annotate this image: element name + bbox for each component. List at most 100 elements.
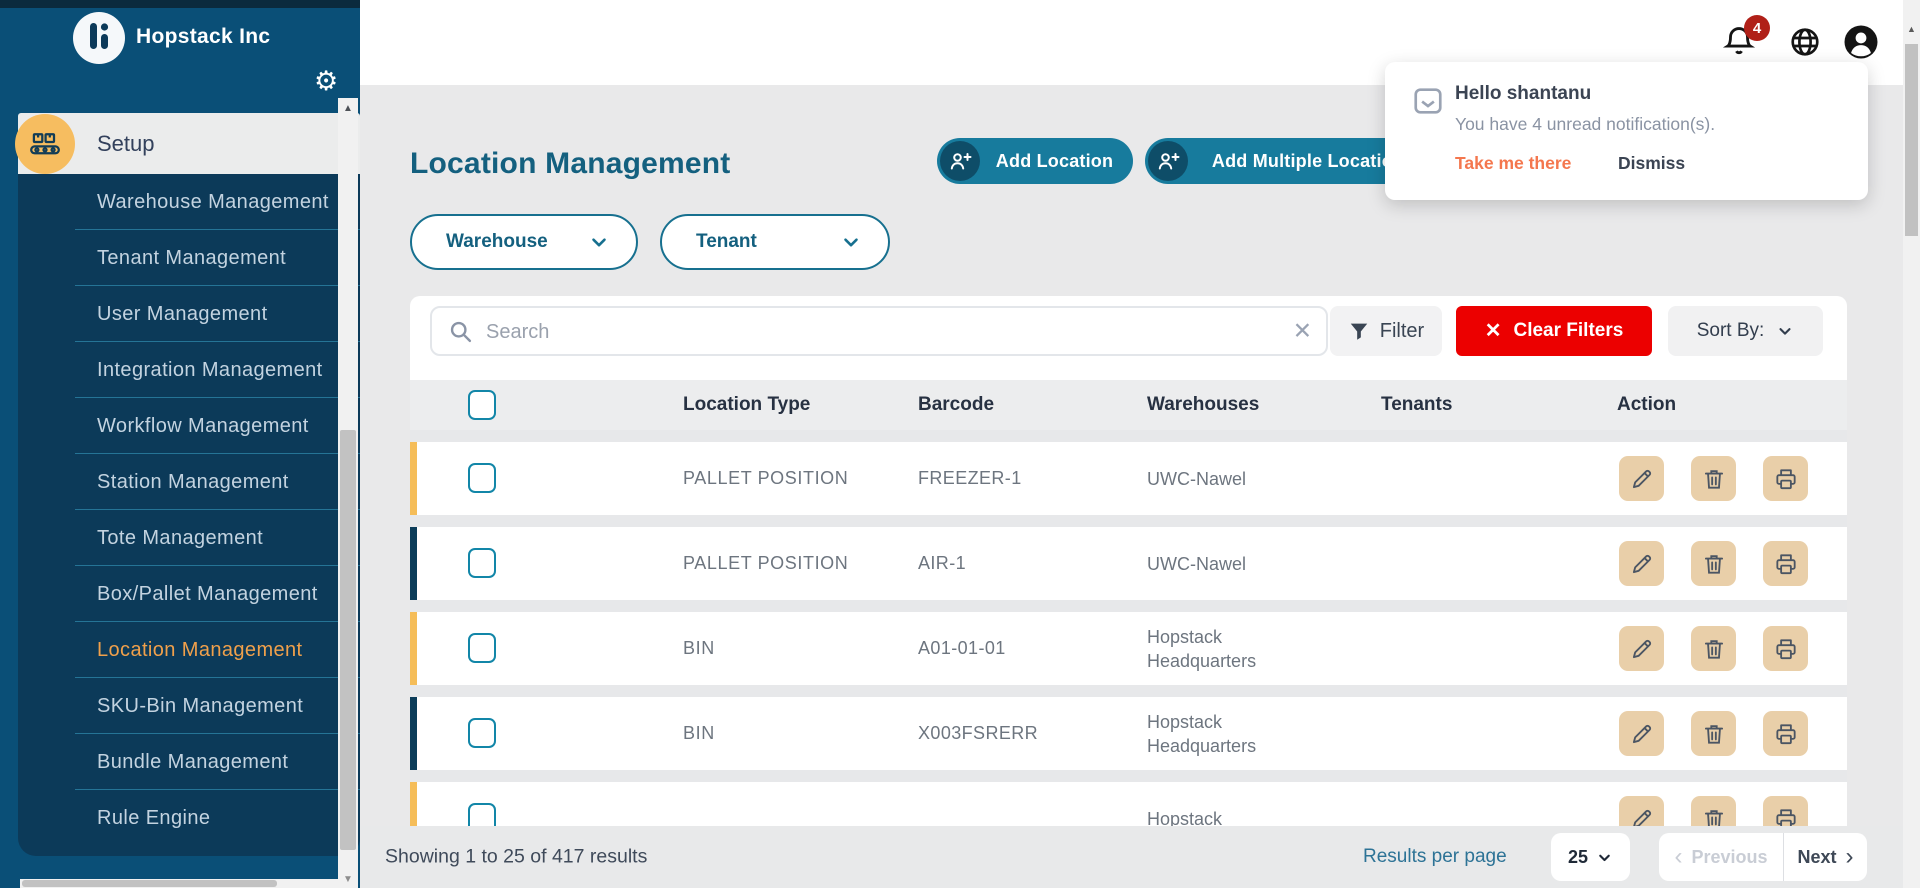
print-button[interactable] bbox=[1763, 711, 1808, 756]
chevron-right-icon: › bbox=[1845, 843, 1854, 870]
cell-location-type: BIN bbox=[683, 723, 715, 743]
page-scrollbar-thumb[interactable] bbox=[1905, 44, 1918, 236]
sidebar-item-rule-engine[interactable]: Rule Engine bbox=[97, 807, 211, 829]
clear-search-icon[interactable]: ✕ bbox=[1292, 317, 1312, 344]
sidebar-item-location-management[interactable]: Location Management bbox=[18, 622, 360, 678]
print-button[interactable] bbox=[1763, 626, 1808, 671]
sidebar-item-warehouse-management[interactable]: Warehouse Management bbox=[18, 174, 360, 230]
gear-icon[interactable]: ⚙ bbox=[314, 66, 339, 96]
sort-by-dropdown[interactable]: Sort By: bbox=[1668, 306, 1823, 356]
row-actions bbox=[1619, 626, 1808, 671]
sidebar-item-user-management[interactable]: User Management bbox=[18, 286, 360, 342]
print-button[interactable] bbox=[1763, 541, 1808, 586]
sidebar-item-sku-bin-management[interactable]: SKU-Bin Management bbox=[18, 678, 360, 734]
search-icon bbox=[448, 319, 473, 349]
x-icon: ✕ bbox=[1484, 320, 1502, 342]
cell-warehouses: UWC-Nawel bbox=[1147, 553, 1246, 574]
row-checkbox[interactable] bbox=[468, 803, 496, 826]
results-summary: Showing 1 to 25 of 417 results bbox=[385, 845, 648, 868]
add-multiple-location-button[interactable]: Add Multiple Location bbox=[1145, 138, 1432, 184]
notification-title: Hello shantanu bbox=[1455, 83, 1592, 104]
search-input[interactable] bbox=[484, 310, 1228, 354]
cell-barcode: A01-01-01 bbox=[918, 638, 1006, 658]
conveyor-icon bbox=[15, 114, 75, 174]
printer-icon bbox=[1773, 806, 1799, 826]
tenant-filter-dropdown[interactable]: Tenant bbox=[660, 214, 890, 270]
take-me-there-link[interactable]: Take me there bbox=[1455, 153, 1572, 173]
company-logo[interactable] bbox=[73, 12, 125, 64]
delete-button[interactable] bbox=[1691, 626, 1736, 671]
sidebar-hscrollbar-thumb[interactable] bbox=[22, 880, 277, 887]
sidebar-item-box-pallet-management[interactable]: Box/Pallet Management bbox=[18, 566, 360, 622]
edit-button[interactable] bbox=[1619, 796, 1664, 826]
delete-button[interactable] bbox=[1691, 541, 1736, 586]
company-name: Hopstack Inc bbox=[136, 25, 271, 48]
location-table-card: ✕ Filter ✕ Clear Filters Sort By: Locati… bbox=[410, 296, 1847, 826]
row-checkbox[interactable] bbox=[468, 633, 496, 663]
page-scroll-up-arrow-icon[interactable]: ▲ bbox=[1907, 24, 1916, 34]
row-actions bbox=[1619, 456, 1808, 501]
delete-button[interactable] bbox=[1691, 456, 1736, 501]
sidebar-scrollbar-thumb[interactable] bbox=[340, 430, 356, 850]
language-globe-icon[interactable] bbox=[1789, 26, 1821, 63]
cell-location-type: PALLET POSITION bbox=[683, 468, 849, 488]
printer-icon bbox=[1773, 466, 1799, 492]
table-body: PALLET POSITION FREEZER-1 UWC-Nawel bbox=[410, 430, 1847, 826]
sidebar-item-setup[interactable]: Setup bbox=[15, 113, 360, 174]
column-header-barcode: Barcode bbox=[918, 394, 995, 415]
pencil-icon bbox=[1629, 551, 1655, 577]
trash-icon bbox=[1701, 806, 1727, 826]
row-checkbox[interactable] bbox=[468, 548, 496, 578]
row-actions bbox=[1619, 541, 1808, 586]
row-checkbox[interactable] bbox=[468, 718, 496, 748]
sidebar-item-station-management[interactable]: Station Management bbox=[18, 454, 360, 510]
results-per-page-label: Results per page bbox=[1363, 846, 1507, 867]
edit-button[interactable] bbox=[1619, 541, 1664, 586]
delete-button[interactable] bbox=[1691, 796, 1736, 826]
edit-button[interactable] bbox=[1619, 456, 1664, 501]
sidebar-item-bundle-management[interactable]: Bundle Management bbox=[18, 734, 360, 790]
column-header-tenants: Tenants bbox=[1381, 394, 1453, 415]
printer-icon bbox=[1773, 721, 1799, 747]
column-header-location-type: Location Type bbox=[683, 394, 811, 415]
next-page-button[interactable]: Next › bbox=[1784, 833, 1867, 881]
user-avatar-icon[interactable] bbox=[1843, 24, 1879, 65]
sidebar-horizontal-scrollbar[interactable] bbox=[20, 879, 342, 888]
dismiss-link[interactable]: Dismiss bbox=[1618, 153, 1686, 173]
row-checkbox[interactable] bbox=[468, 463, 496, 493]
warehouse-filter-dropdown[interactable]: Warehouse bbox=[410, 214, 638, 270]
hopstack-logo-icon bbox=[86, 21, 112, 56]
pencil-icon bbox=[1629, 636, 1655, 662]
notifications-bell-icon[interactable] bbox=[1722, 24, 1756, 63]
print-button[interactable] bbox=[1763, 456, 1808, 501]
select-all-checkbox[interactable] bbox=[468, 390, 496, 420]
scroll-up-arrow-icon[interactable]: ▲ bbox=[343, 103, 353, 114]
page-scrollbar[interactable]: ▲ bbox=[1903, 0, 1920, 888]
row-actions bbox=[1619, 711, 1808, 756]
page-size-dropdown[interactable]: 25 bbox=[1551, 833, 1630, 881]
cell-location-type: PALLET POSITION bbox=[683, 553, 849, 573]
sidebar-item-tenant-management[interactable]: Tenant Management bbox=[18, 230, 360, 286]
funnel-icon bbox=[1348, 320, 1370, 342]
sidebar-item-tote-management[interactable]: Tote Management bbox=[18, 510, 360, 566]
chevron-down-icon bbox=[1596, 849, 1613, 866]
filter-button[interactable]: Filter bbox=[1330, 306, 1442, 356]
sidebar-item-workflow-management[interactable]: Workflow Management bbox=[18, 398, 360, 454]
table-row: PALLET POSITION AIR-1 UWC-Nawel bbox=[410, 527, 1847, 600]
previous-page-button[interactable]: ‹ Previous bbox=[1659, 833, 1784, 881]
table-row: BIN A01-01-01 Hopstack Headquarters bbox=[410, 612, 1847, 685]
cell-warehouses: Hopstack Headquarters bbox=[1147, 711, 1257, 756]
sidebar-vertical-scrollbar[interactable]: ▲ ▼ bbox=[338, 98, 358, 888]
sidebar-item-integration-management[interactable]: Integration Management bbox=[18, 342, 360, 398]
add-location-button[interactable]: Add Location bbox=[937, 138, 1133, 184]
edit-button[interactable] bbox=[1619, 711, 1664, 756]
clear-filters-button[interactable]: ✕ Clear Filters bbox=[1456, 306, 1652, 356]
delete-button[interactable] bbox=[1691, 711, 1736, 756]
scroll-down-arrow-icon[interactable]: ▼ bbox=[343, 874, 353, 885]
pagination-footer: Showing 1 to 25 of 417 results Results p… bbox=[360, 826, 1903, 888]
print-button[interactable] bbox=[1763, 796, 1808, 826]
table-row: Hopstack bbox=[410, 782, 1847, 826]
notification-message: You have 4 unread notification(s). bbox=[1455, 114, 1716, 134]
edit-button[interactable] bbox=[1619, 626, 1664, 671]
